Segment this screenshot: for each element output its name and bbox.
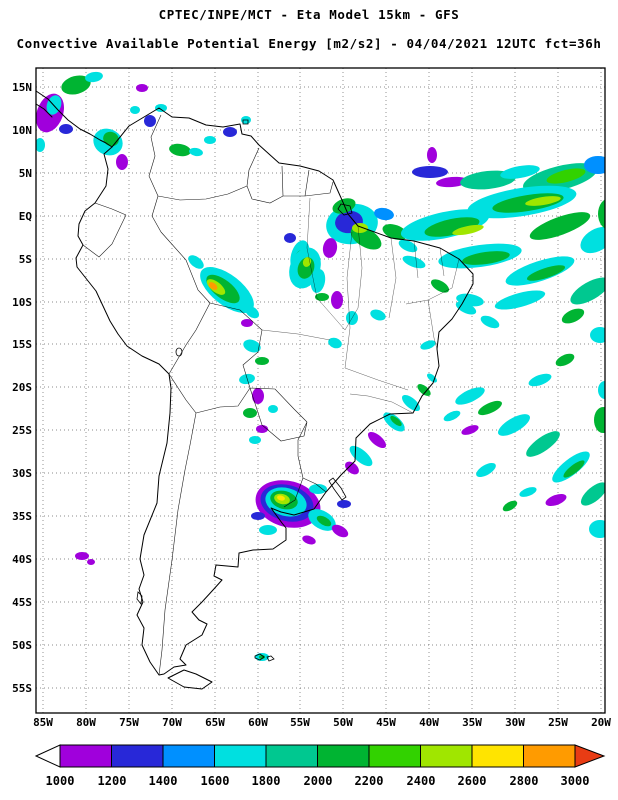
lon-label: 30W [505,716,525,729]
lon-label: 85W [33,716,53,729]
lon-label: 50W [333,716,353,729]
map-subtitle: Convective Available Potential Energy [m… [16,36,601,51]
colorbar-tick-label: 1400 [149,774,178,788]
lon-label: 60W [248,716,268,729]
lat-label: 15N [12,81,32,94]
lat-label: 45S [12,596,32,609]
colorbar-tick-label: 1800 [252,774,281,788]
lat-label: 15S [12,338,32,351]
lat-label: 25S [12,424,32,437]
lon-label: 35W [462,716,482,729]
lon-label: 65W [205,716,225,729]
colorbar-over-arrow [574,744,606,768]
map-title: CPTEC/INPE/MCT - Eta Model 15km - GFS [159,7,460,22]
islands [136,119,353,662]
coastlines [36,90,474,690]
colorbar-segment [368,744,421,768]
colorbar-tick-label: 2600 [458,774,487,788]
cape-itcz-atlantic-band [400,147,605,343]
colorbar-segment [59,744,112,768]
titles: CPTEC/INPE/MCT - Eta Model 15km - GFS Co… [16,7,601,51]
colorbar-segment [471,744,524,768]
lon-label: 70W [162,716,182,729]
colorbar-segment [111,744,164,768]
lat-label: 35S [12,510,32,523]
lat-label: 10S [12,296,32,309]
lat-label: 55S [12,682,32,695]
colorbar-segment [265,744,318,768]
colorbar-tick-label: 1000 [46,774,75,788]
colorbar-segment [162,744,215,768]
colorbar-tick-label: 1600 [201,774,230,788]
colorbar-segment [523,744,576,768]
lon-label: 45W [376,716,396,729]
cape-south-atlantic [443,353,605,538]
lat-label: 20S [12,381,32,394]
lat-label: 10N [12,124,32,137]
colorbar-segment [214,744,267,768]
lake-titicaca [175,347,183,357]
lat-label: EQ [19,210,33,223]
cape-central-brazil [188,233,342,349]
lon-label: 80W [76,716,96,729]
cape-itcz-amazon-mouth [322,198,418,258]
longitude-axis: 85W 80W 75W 70W 65W 60W 55W 50W 45W 40W … [33,716,611,729]
colorbar: 1000 1200 1400 1600 1800 2000 2200 2400 … [34,744,606,788]
cape-south-central-chain [239,339,278,444]
lat-label: 5N [19,167,32,180]
colorbar-tick-label: 2400 [407,774,436,788]
colorbar-under-arrow [34,744,61,768]
colorbar-tick-label: 2800 [510,774,539,788]
colorbar-segment [420,744,473,768]
colorbar-tick-label: 1200 [98,774,127,788]
lon-label: 75W [119,716,139,729]
lon-label: 40W [419,716,439,729]
lon-label: 20W [591,716,611,729]
tierra-del-fuego-coastline [167,669,213,690]
country-borders [82,114,334,676]
lat-label: 30S [12,467,32,480]
lat-label: 5S [19,253,32,266]
colorbar-tick-label: 3000 [561,774,590,788]
latitude-axis: 15N 10N 5N EQ 5S 10S 15S 20S 25S 30S 35S… [12,81,32,695]
lon-label: 55W [290,716,310,729]
lat-label: 50S [12,639,32,652]
colorbar-tick-label: 2200 [355,774,384,788]
cape-shaded-regions [36,71,605,661]
cape-southeast-diagonal [345,373,437,475]
lat-label: 40S [12,553,32,566]
colorbar-segment [317,744,370,768]
state-borders [261,197,460,414]
south-america-coastline [75,107,474,676]
lon-label: 25W [548,716,568,729]
central-america-coastline [36,90,113,148]
cape-caribbean [36,71,251,170]
map-frame [35,67,606,714]
colorbar-tick-label: 2000 [304,774,333,788]
